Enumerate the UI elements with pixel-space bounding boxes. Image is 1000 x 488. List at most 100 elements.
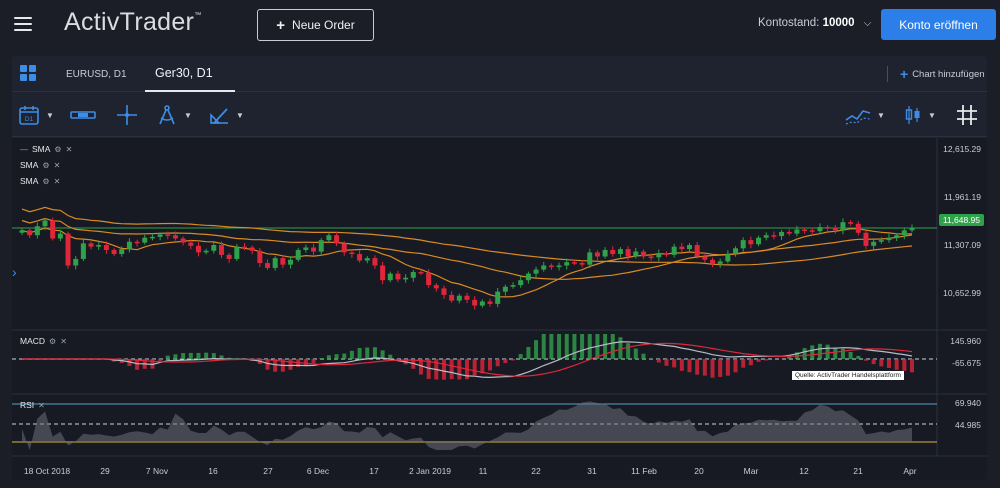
chart-type-line-button[interactable]: ▼ — [845, 101, 885, 129]
macd-histogram-bar — [833, 347, 838, 359]
candle-body — [656, 253, 662, 258]
date-tick: 31 — [587, 466, 597, 476]
candle-body — [725, 254, 731, 262]
date-tick: 2 Jan 2019 — [408, 466, 452, 476]
shapes-tool[interactable]: ▼ — [208, 101, 244, 129]
menu-icon[interactable] — [14, 17, 32, 31]
macd-histogram-bar — [587, 334, 592, 359]
candle-body — [571, 262, 577, 264]
candle-body — [525, 273, 531, 281]
candle-body — [165, 234, 171, 236]
macd-histogram-bar — [687, 359, 692, 373]
new-order-button[interactable]: + Neue Order — [257, 9, 374, 41]
macd-histogram-bar — [181, 353, 186, 359]
rsi-area — [22, 401, 912, 450]
macd-tick: -65.675 — [952, 358, 981, 368]
date-tick: 12 — [799, 466, 809, 476]
candle-body — [249, 247, 255, 251]
candle-body — [180, 238, 186, 243]
price-chart[interactable] — [12, 138, 987, 480]
macd-histogram-bar — [357, 347, 362, 359]
macd-histogram-bar — [564, 334, 569, 359]
candle-body — [587, 252, 593, 265]
grid-toggle-button[interactable] — [956, 101, 978, 129]
timeframe-button[interactable]: D1 ▼ — [18, 101, 54, 129]
candle-body — [518, 280, 524, 286]
range-tool[interactable] — [70, 101, 96, 129]
macd-histogram-bar — [426, 359, 431, 379]
candle-body — [50, 220, 56, 239]
candle-body — [687, 245, 692, 250]
sma-legend-3[interactable]: SMA ⚙ ✕ — [20, 176, 61, 186]
macd-histogram-bar — [380, 350, 385, 359]
settings-icon[interactable]: ⚙ — [42, 160, 50, 170]
rsi-legend[interactable]: RSI ✕ — [20, 400, 45, 410]
candle-body — [740, 240, 746, 249]
candle-body — [318, 240, 324, 252]
candle-body — [502, 286, 508, 292]
settings-icon[interactable]: ⚙ — [49, 336, 57, 346]
macd-histogram-bar — [319, 358, 324, 359]
macd-histogram-bar — [633, 348, 638, 359]
candle-body — [149, 236, 155, 239]
tab-eurusd[interactable]: EURUSD, D1 — [66, 68, 127, 80]
chart-type-candles-button[interactable]: ▼ — [904, 101, 936, 129]
line-icon: — — [20, 144, 28, 154]
macd-histogram-bar — [710, 359, 715, 378]
macd-histogram-bar — [664, 359, 669, 366]
candle-body — [479, 301, 485, 306]
close-icon[interactable]: ✕ — [60, 336, 67, 346]
macd-histogram-bar — [718, 359, 723, 377]
candle-body — [441, 288, 447, 295]
drawing-tool[interactable]: ▼ — [156, 101, 192, 129]
macd-tick: 145.960 — [950, 336, 981, 346]
date-tick: 21 — [853, 466, 863, 476]
close-icon[interactable]: ✕ — [53, 160, 61, 170]
candle-body — [157, 234, 163, 237]
date-tick: 27 — [263, 466, 273, 476]
candle-body — [617, 249, 623, 255]
scroll-left-icon[interactable]: › — [12, 264, 17, 280]
macd-histogram-bar — [526, 346, 531, 359]
close-icon[interactable]: ✕ — [65, 144, 73, 154]
macd-histogram-bar — [764, 359, 769, 361]
macd-histogram-bar — [679, 359, 684, 371]
macd-histogram-bar — [871, 359, 876, 365]
settings-icon[interactable]: ⚙ — [42, 176, 50, 186]
crosshair-tool[interactable] — [116, 101, 138, 129]
candle-body — [395, 273, 401, 280]
candle-body — [602, 249, 608, 257]
candle-body — [710, 259, 716, 264]
settings-icon[interactable]: ⚙ — [54, 144, 62, 154]
sma-legend-2[interactable]: SMA ⚙ ✕ — [20, 160, 61, 170]
candle-body — [840, 222, 846, 231]
candle-body — [832, 227, 838, 231]
macd-histogram-bar — [150, 359, 155, 369]
chart-canvas[interactable]: — SMA ⚙ ✕ SMA ⚙ ✕ SMA ⚙ ✕ MACD ⚙ ✕ RSI ✕ 12,615.29… — [12, 138, 987, 480]
close-icon[interactable]: ✕ — [38, 400, 45, 410]
account-balance-dropdown[interactable]: Kontostand: 10000 ⌵ — [758, 17, 872, 29]
macd-histogram-bar — [557, 334, 562, 359]
candle-body — [195, 245, 201, 253]
candle-body — [901, 230, 907, 236]
close-icon[interactable]: ✕ — [53, 176, 61, 186]
caret-down-icon: ▼ — [184, 110, 192, 120]
candle-body — [564, 262, 570, 266]
macd-histogram-bar — [326, 355, 331, 359]
candle-body — [802, 229, 808, 232]
candle-body — [88, 243, 94, 247]
layout-grid-icon[interactable] — [20, 65, 37, 82]
macd-histogram-bar — [656, 359, 661, 363]
tab-ger30[interactable]: Ger30, D1 — [145, 56, 235, 92]
sma-legend-1[interactable]: — SMA ⚙ ✕ — [20, 144, 73, 154]
macd-legend[interactable]: MACD ⚙ ✕ — [20, 336, 67, 346]
add-chart-button[interactable]: + Chart hinzufügen — [887, 66, 985, 82]
price-tick: 10,652.99 — [943, 288, 981, 298]
candle-body — [410, 272, 416, 278]
candle-body — [272, 258, 278, 268]
candle-body — [855, 223, 861, 233]
open-account-button[interactable]: Konto eröffnen — [881, 9, 996, 40]
candle-body — [625, 249, 631, 257]
candle-body — [648, 256, 654, 258]
macd-histogram-bar — [741, 359, 746, 368]
